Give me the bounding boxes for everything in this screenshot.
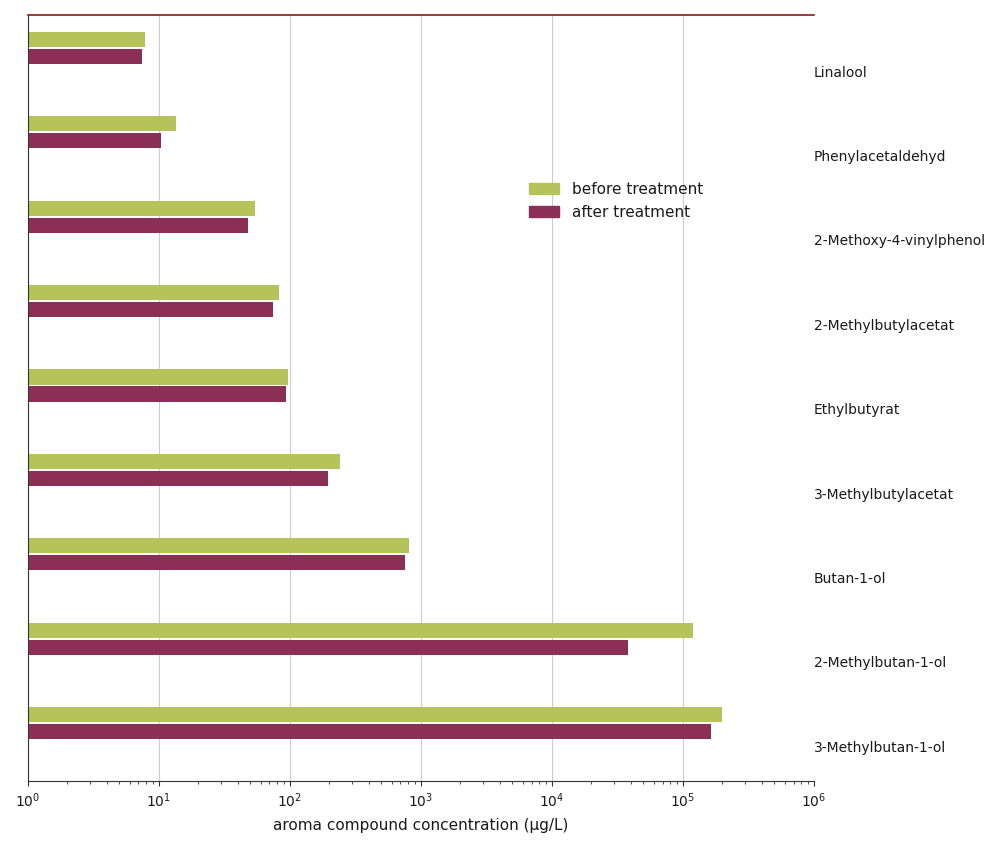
Bar (0, 218, 248, 232)
Text: 2-Methylbutan-1-ol: 2-Methylbutan-1-ol (814, 656, 946, 671)
Text: 2-Methoxy-4-vinylphenol: 2-Methoxy-4-vinylphenol (814, 234, 985, 248)
Text: Ethylbutyrat: Ethylbutyrat (814, 404, 900, 417)
Bar (0, 133, 161, 148)
Text: 2-Methylbutylacetat: 2-Methylbutylacetat (814, 319, 954, 332)
Bar (0, 201, 255, 216)
Bar (0, 724, 711, 739)
Bar (0, 370, 288, 385)
Text: Butan-1-ol: Butan-1-ol (814, 572, 886, 586)
Text: 3-Methylbutan-1-ol: 3-Methylbutan-1-ol (814, 741, 946, 755)
X-axis label: aroma compound concentration (µg/L): aroma compound concentration (µg/L) (273, 818, 568, 833)
Bar (0, 387, 286, 402)
Bar (0, 302, 273, 317)
Bar (0, 538, 409, 554)
Bar (0, 454, 340, 469)
Bar (0, 116, 176, 131)
Text: 3-Methylbutylacetat: 3-Methylbutylacetat (814, 488, 954, 502)
Bar (0, 32, 145, 47)
Bar (0, 48, 142, 64)
Bar (0, 639, 628, 655)
Bar (0, 555, 405, 571)
Legend: before treatment, after treatment: before treatment, after treatment (523, 176, 709, 226)
Bar (0, 707, 722, 722)
Bar (0, 471, 328, 486)
Bar (0, 285, 279, 300)
Text: Linalool: Linalool (814, 65, 868, 80)
Bar (0, 622, 693, 638)
Text: Phenylacetaldehyd: Phenylacetaldehyd (814, 150, 946, 164)
